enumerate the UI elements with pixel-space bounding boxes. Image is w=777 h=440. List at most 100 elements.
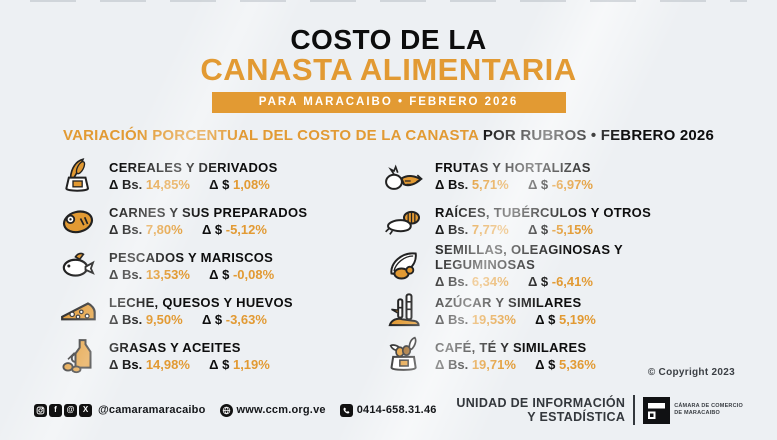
bs-delta-label: Δ Bs.: [109, 176, 143, 192]
category-title: AZÚCAR Y SIMILARES: [435, 294, 582, 310]
usd-delta-label: Δ $: [201, 311, 223, 327]
categories-grid: CEREALES Y DERIVADOS Δ Bs. 14,85% Δ $ 1,…: [0, 154, 777, 379]
category-row: AZÚCAR Y SIMILARES Δ Bs. 19,53% Δ $ 5,19…: [379, 289, 724, 334]
grain-sack-icon: [53, 155, 103, 197]
category-values: Δ Bs. 7,77% Δ $ -5,15%: [435, 222, 651, 237]
section-subtitle: VARIACIÓN PORCENTUAL DEL COSTO DE LA CAN…: [0, 127, 777, 144]
usd-delta-value: 5,19%: [558, 311, 596, 327]
usd-delta-value: 1,19%: [232, 356, 270, 372]
brand-block: UNIDAD DE INFORMACIÓN Y ESTADÍSTICA CÁMA…: [456, 395, 743, 425]
page-title-line1: COSTO DE LA: [290, 24, 487, 55]
usd-delta-label: Δ $: [209, 176, 230, 192]
subtitle-banner-label: PARA MARACAIBO • FEBRERO 2026: [258, 96, 519, 109]
usd-delta-value: -5,12%: [225, 221, 267, 237]
category-title: FRUTAS Y HORTALIZAS: [435, 159, 591, 175]
category-values: Δ Bs. 6,34% Δ $ -6,41%: [435, 274, 724, 289]
social-handle-group: f @ X @camaramaracaibo: [34, 403, 206, 417]
usd-delta-label: Δ $: [209, 356, 230, 372]
usd-delta-value: 5,36%: [558, 356, 596, 372]
category-row: RAÍCES, TUBÉRCULOS Y OTROS Δ Bs. 7,77% Δ…: [379, 199, 724, 244]
oil-bottle-icon: [53, 335, 103, 377]
bs-delta-label: Δ Bs.: [435, 356, 469, 372]
chamber-name-line2: DE MARACAIBO: [674, 410, 720, 416]
bs-delta-value: 7,80%: [145, 221, 183, 237]
category-row: CEREALES Y DERIVADOS Δ Bs. 14,85% Δ $ 1,…: [53, 154, 353, 199]
category-title: PESCADOS Y MARISCOS: [109, 249, 274, 265]
social-icons: f @ X: [34, 403, 92, 417]
unit-name-line2: Y ESTADÍSTICA: [527, 410, 626, 424]
bs-delta-value: 13,53%: [145, 266, 190, 282]
bs-delta-label: Δ Bs.: [435, 273, 469, 289]
usd-delta-label: Δ $: [527, 221, 549, 237]
category-values: Δ Bs. 14,98% Δ $ 1,19%: [109, 357, 270, 372]
usd-delta-value: -6,41%: [551, 273, 593, 289]
category-values: Δ Bs. 14,85% Δ $ 1,08%: [109, 177, 278, 192]
usd-delta-label: Δ $: [527, 273, 549, 289]
usd-delta-label: Δ $: [209, 266, 230, 282]
bs-delta-value: 9,50%: [145, 311, 183, 327]
copyright-note: © Copyright 2023: [647, 367, 735, 378]
cheese-icon: [53, 290, 103, 332]
chamber-logo: CÁMARA DE COMERCIO DE MARACAIBO: [643, 396, 743, 424]
category-values: Δ Bs. 13,53% Δ $ -0,08%: [109, 267, 274, 282]
category-values: Δ Bs. 9,50% Δ $ -3,63%: [109, 312, 293, 327]
usd-delta-value: 1,08%: [232, 176, 270, 192]
roots-icon: [379, 200, 429, 242]
subtitle-orange-text: VARIACIÓN PORCENTUAL DEL COSTO DE LA CAN…: [62, 126, 479, 144]
left-column: CEREALES Y DERIVADOS Δ Bs. 14,85% Δ $ 1,…: [53, 154, 353, 379]
subtitle-banner: PARA MARACAIBO • FEBRERO 2026: [211, 91, 566, 113]
phone-text: 0414-658.31.46: [356, 404, 437, 416]
bs-delta-value: 19,53%: [471, 311, 516, 327]
bs-delta-label: Δ Bs.: [109, 266, 143, 282]
category-values: Δ Bs. 19,53% Δ $ 5,19%: [435, 312, 596, 327]
bs-delta-label: Δ Bs.: [435, 311, 469, 327]
coffee-sack-icon: [379, 335, 429, 377]
subtitle-dark-text: POR RUBROS • FEBRERO 2026: [478, 126, 714, 144]
vertical-divider: [633, 395, 636, 425]
category-title: RAÍCES, TUBÉRCULOS Y OTROS: [435, 204, 652, 220]
usd-delta-label: Δ $: [535, 311, 556, 327]
usd-delta-label: Δ $: [527, 176, 549, 192]
usd-delta-label: Δ $: [201, 221, 223, 237]
facebook-icon[interactable]: f: [49, 403, 62, 417]
x-icon[interactable]: X: [79, 403, 92, 417]
threads-icon[interactable]: @: [64, 403, 77, 417]
category-title: LECHE, QUESOS Y HUEVOS: [109, 294, 293, 310]
website-text[interactable]: www.ccm.org.ve: [236, 404, 326, 416]
header: COSTO DE LA CANASTA ALIMENTARIA PARA MAR…: [0, 0, 777, 113]
fish-icon: [53, 245, 103, 287]
phone-icon: [339, 403, 353, 417]
social-handle-text[interactable]: @camaramaracaibo: [98, 404, 206, 416]
category-title: CAFÉ, TÉ Y SIMILARES: [435, 339, 587, 355]
category-row: LECHE, QUESOS Y HUEVOS Δ Bs. 9,50% Δ $ -…: [53, 289, 353, 334]
chamber-logo-icon: [643, 396, 671, 424]
bs-delta-value: 7,77%: [471, 221, 509, 237]
usd-delta-label: Δ $: [535, 356, 556, 372]
bs-delta-value: 6,34%: [471, 273, 509, 289]
instagram-icon[interactable]: [34, 403, 47, 417]
seeds-icon: [379, 245, 429, 287]
chamber-name-line1: CÁMARA DE COMERCIO: [674, 403, 743, 410]
bs-delta-value: 14,85%: [145, 176, 190, 192]
bs-delta-value: 19,71%: [471, 356, 516, 372]
website-group: www.ccm.org.ve: [219, 403, 326, 417]
bs-delta-label: Δ Bs.: [435, 176, 469, 192]
usd-delta-value: -0,08%: [232, 266, 275, 282]
usd-delta-value: -3,63%: [225, 311, 267, 327]
category-row: CAFÉ, TÉ Y SIMILARES Δ Bs. 19,71% Δ $ 5,…: [379, 334, 724, 379]
page-title-line2: CANASTA ALIMENTARIA: [200, 52, 577, 87]
category-row: FRUTAS Y HORTALIZAS Δ Bs. 5,71% Δ $ -6,9…: [379, 154, 724, 199]
category-title: SEMILLAS, OLEAGINOSAS Y LEGUMINOSAS: [435, 242, 623, 273]
usd-delta-value: -5,15%: [551, 221, 593, 237]
chamber-name: CÁMARA DE COMERCIO DE MARACAIBO: [674, 403, 743, 417]
right-column: FRUTAS Y HORTALIZAS Δ Bs. 5,71% Δ $ -6,9…: [379, 154, 724, 379]
bs-delta-value: 5,71%: [471, 176, 509, 192]
bs-delta-label: Δ Bs.: [435, 221, 469, 237]
fruits-icon: [379, 155, 429, 197]
phone-group: 0414-658.31.46: [339, 403, 437, 417]
footer-bar: f @ X @camaramaracaibo www.ccm.org.ve 04…: [0, 392, 777, 428]
bs-delta-label: Δ Bs.: [109, 221, 143, 237]
category-title: GRASAS Y ACEITES: [109, 339, 241, 355]
bs-delta-label: Δ Bs.: [109, 311, 143, 327]
bs-delta-value: 14,98%: [145, 356, 190, 372]
